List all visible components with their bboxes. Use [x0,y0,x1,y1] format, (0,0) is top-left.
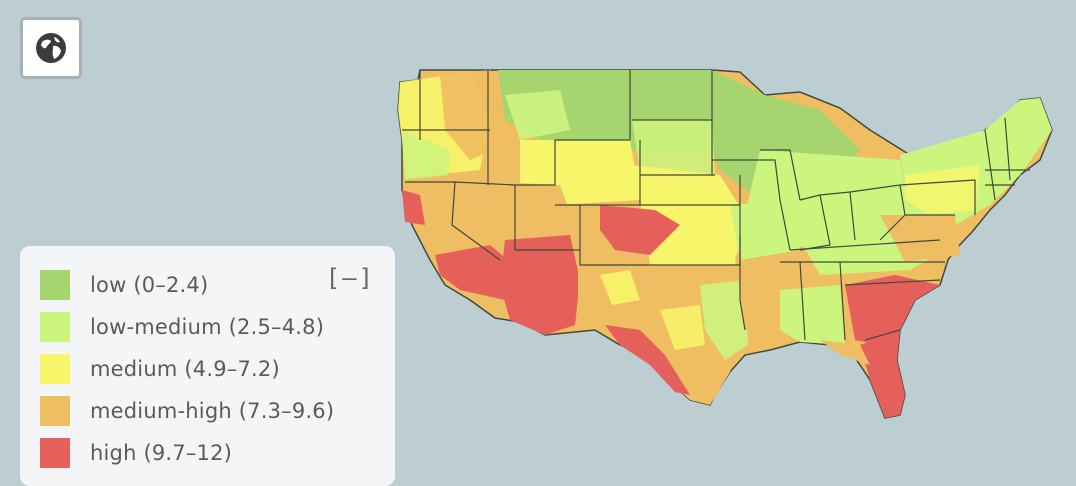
legend-swatch-low-medium [40,312,70,342]
legend-panel: [–] low (0–2.4) low-medium (2.5–4.8) med… [20,246,395,486]
region-nm-yellow [600,270,640,305]
region-california-red [402,190,425,225]
region-dakotas [632,120,715,175]
legend-item-low: low (0–2.4) [40,264,375,306]
legend-item-high: high (9.7–12) [40,432,375,474]
state-borders [402,70,1030,341]
region-montana-light [505,90,570,140]
region-mississippi [780,285,845,345]
region-georgia-red [845,275,940,345]
region-idaho [440,70,520,160]
region-colorado-high [600,205,680,255]
legend-label-low-medium: low-medium (2.5–4.8) [90,315,325,339]
region-florida-red [860,330,905,418]
legend-label-low: low (0–2.4) [90,273,209,297]
globe-button[interactable] [20,17,82,79]
legend-item-medium-high: medium-high (7.3–9.6) [40,390,375,432]
legend-item-medium: medium (4.9–7.2) [40,348,375,390]
us-map[interactable] [0,0,1076,469]
legend-label-high: high (9.7–12) [90,441,233,465]
legend-item-low-medium: low-medium (2.5–4.8) [40,306,375,348]
legend-label-medium-high: medium-high (7.3–9.6) [90,399,335,423]
legend-swatch-low [40,270,70,300]
region-texas-green [700,280,748,360]
region-virginia [880,215,960,262]
region-gulf-orange [820,340,870,365]
region-texas-yellow [660,305,705,350]
legend-swatch-high [40,438,70,468]
legend-swatch-medium [40,354,70,384]
region-oregon-green [402,130,450,180]
legend-collapse-button[interactable]: [–] [325,264,375,292]
legend-swatch-medium-high [40,396,70,426]
region-texas-red [605,325,690,395]
legend-label-medium: medium (4.9–7.2) [90,357,280,381]
region-new-york [905,165,980,215]
region-arizona-red [500,235,580,335]
globe-icon [36,33,66,63]
